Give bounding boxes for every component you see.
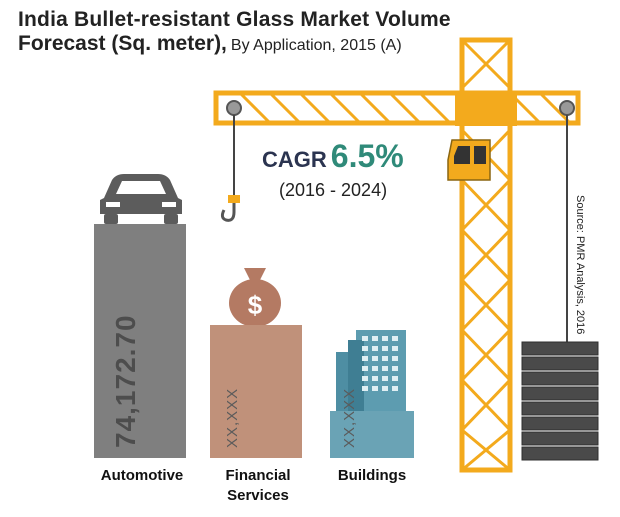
category-label-line: Financial xyxy=(225,467,291,484)
title-line-1: India Bullet-resistant Glass Market Volu… xyxy=(18,8,451,31)
category-label-line: Automotive xyxy=(100,467,184,484)
category-label-line: Services xyxy=(227,487,289,504)
building-icon xyxy=(336,330,406,422)
category-label-line: Buildings xyxy=(337,467,407,484)
bar-automotive xyxy=(94,224,186,458)
category-label-automotive: Automotive xyxy=(88,466,196,486)
value-label-automotive: 74,172.70 xyxy=(110,314,141,448)
money-bag-icon: $ xyxy=(229,268,281,327)
category-label-buildings: Buildings xyxy=(322,466,422,486)
bar-financial-services xyxy=(210,325,302,458)
chart-subtitle: By Application, 2015 (A) xyxy=(230,37,402,54)
value-label-financial-services: XX,XXX xyxy=(224,387,241,448)
car-icon xyxy=(100,174,182,224)
category-label-financial-services: Financial Services xyxy=(205,466,311,506)
cagr-period: (2016 - 2024) xyxy=(279,180,388,200)
cagr-label-group: CAGR 6.5% xyxy=(262,138,404,175)
value-label-buildings: XX,XXX xyxy=(341,387,358,448)
svg-text:$: $ xyxy=(248,290,263,320)
cagr-label: CAGR xyxy=(262,147,327,172)
cagr-value: 6.5% xyxy=(330,138,404,174)
bar-buildings xyxy=(330,411,414,458)
source-note: Source: PMR Analysis, 2016 xyxy=(574,195,586,335)
title-line-2: Forecast (Sq. meter), xyxy=(18,32,227,55)
crane-illustration xyxy=(213,37,599,473)
chart-title: India Bullet-resistant Glass Market Volu… xyxy=(18,8,538,56)
